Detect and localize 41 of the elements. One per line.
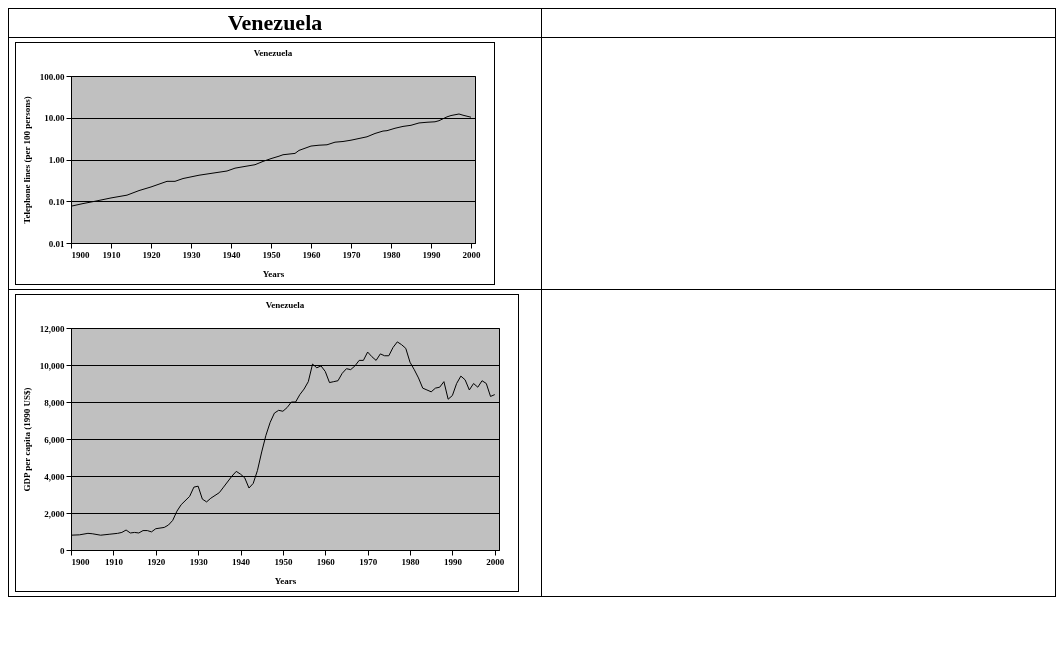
x-tick-label: 1990 <box>422 249 441 260</box>
y-tick-label: 1.00 <box>48 155 65 165</box>
x-tick-label: 1910 <box>102 249 121 260</box>
text: Venezuela <box>8 8 542 38</box>
x-tick-label: 1910 <box>104 556 124 567</box>
y-axis-title: Telephone lines (per 100 persons) <box>21 96 32 224</box>
x-tick-label: 1980 <box>382 249 401 260</box>
x-axis-title: Years <box>262 268 285 279</box>
y-axis-title: GDP per capita (1990 US$) <box>21 387 32 492</box>
x-tick-label: 1900 <box>71 249 90 260</box>
x-tick-label: 1940 <box>222 249 241 260</box>
x-tick-label: 2000 <box>462 249 481 260</box>
x-tick-label: 1970 <box>359 556 378 567</box>
x-tick-label: 2000 <box>486 556 505 567</box>
y-tick-label: 0 <box>60 545 65 556</box>
x-tick-label: 1930 <box>189 556 209 567</box>
chart-title: Venezuela <box>265 300 305 310</box>
y-tick-label: 0.01 <box>48 238 65 249</box>
x-axis-title: Years <box>274 575 297 586</box>
x-tick-label: 1940 <box>232 556 251 567</box>
y-tick-label: 10.00 <box>44 113 65 124</box>
y-tick-label: 6,000 <box>44 434 65 445</box>
y-tick-label: 100.00 <box>39 71 65 82</box>
x-tick-label: 1950 <box>262 249 281 260</box>
y-tick-label: 10,000 <box>39 360 65 371</box>
x-tick-label: 1900 <box>71 556 90 567</box>
y-tick-label: 2,000 <box>44 508 65 519</box>
x-tick-label: 1920 <box>142 249 161 260</box>
y-tick-label: 0.10 <box>48 196 65 207</box>
x-tick-label: 1990 <box>443 556 463 567</box>
x-tick-label: 1970 <box>342 249 361 260</box>
x-tick-label: 1960 <box>302 249 321 260</box>
x-tick-label: 1920 <box>147 556 166 567</box>
y-tick-label: 12,000 <box>39 323 65 334</box>
x-tick-label: 1960 <box>316 556 336 567</box>
chart-title: Venezuela <box>253 48 293 58</box>
x-tick-label: 1950 <box>274 556 293 567</box>
y-tick-label: 4,000 <box>44 471 65 482</box>
x-tick-label: 1930 <box>182 249 201 260</box>
x-tick-label: 1980 <box>401 556 421 567</box>
y-tick-label: 8,000 <box>44 397 65 408</box>
